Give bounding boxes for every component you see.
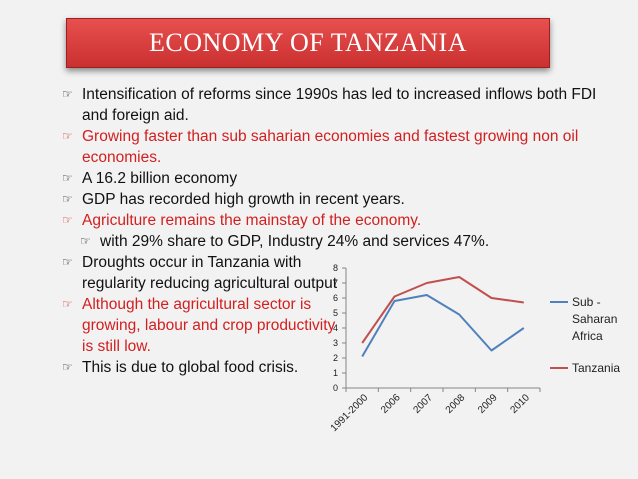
x-tick-label: 2010 (508, 392, 532, 416)
y-tick-label: 2 (333, 353, 338, 363)
pointing-hand-icon: ☞ (62, 360, 73, 374)
x-tick-label: 2007 (411, 392, 435, 416)
pointing-hand-icon: ☞ (62, 129, 73, 143)
bullet-text: Growing faster than sub saharian economi… (82, 128, 579, 166)
bullet-list: ☞ Intensification of reforms since 1990s… (62, 84, 622, 378)
legend-label-tanzania: Tanzania (572, 361, 620, 375)
bullet-item-2: ☞ Growing faster than sub saharian econo… (62, 126, 622, 168)
title-banner: ECONOMY OF TANZANIA (66, 18, 550, 68)
page-title: ECONOMY OF TANZANIA (149, 28, 467, 57)
series-line-tanzania (361, 276, 524, 344)
y-tick-label: 7 (333, 278, 338, 288)
bullet-item-1: ☞ Intensification of reforms since 1990s… (62, 84, 622, 126)
bullet-text: This is due to global food crisis. (82, 359, 299, 376)
pointing-hand-icon: ☞ (80, 234, 91, 248)
bullet-text: with 29% share to GDP, Industry 24% and … (100, 233, 490, 250)
y-tick-label: 0 (333, 383, 338, 393)
x-tick-label: 1991-2000 (329, 392, 371, 434)
y-tick-label: 3 (333, 338, 338, 348)
pointing-hand-icon: ☞ (62, 192, 73, 206)
y-tick-label: 5 (333, 308, 338, 318)
bullet-text: GDP has recorded high growth in recent y… (82, 191, 405, 208)
pointing-hand-icon: ☞ (62, 297, 73, 311)
bullet-item-7: ☞ Although the agricultural sector is gr… (62, 294, 340, 357)
y-tick-label: 1 (333, 368, 338, 378)
bullet-item-6: ☞ Droughts occur in Tanzania with regula… (62, 252, 340, 294)
bullet-item-4: ☞ GDP has recorded high growth in recent… (62, 189, 622, 210)
bullet-text: Intensification of reforms since 1990s h… (82, 86, 597, 124)
y-tick-label: 6 (333, 293, 338, 303)
pointing-hand-icon: ☞ (62, 171, 73, 185)
bullet-text: Droughts occur in Tanzania with regulari… (82, 254, 338, 292)
y-tick-label: 8 (333, 263, 338, 273)
bullet-item-3: ☞ A 16.2 billion economy (62, 168, 622, 189)
x-tick-label: 2006 (379, 392, 403, 416)
pointing-hand-icon: ☞ (62, 87, 73, 101)
pointing-hand-icon: ☞ (62, 213, 73, 227)
x-tick-label: 2009 (476, 392, 500, 416)
bullet-text: Although the agricultural sector is grow… (82, 296, 336, 355)
sub-bullet-item: ☞ with 29% share to GDP, Industry 24% an… (62, 231, 622, 252)
gdp-growth-line-chart: 0 1 2 3 4 5 6 7 8 1991-2000 2006 2007 2008 2009 2010 Su… (329, 263, 621, 434)
bullet-item-8: ☞ This is due to global food crisis. (62, 357, 340, 378)
x-tick-label: 2008 (444, 392, 468, 416)
bullet-item-5: ☞ Agriculture remains the mainstay of th… (62, 210, 622, 231)
bullet-text: Agriculture remains the mainstay of the … (82, 212, 422, 229)
series-line-sub-saharan-africa (361, 294, 525, 358)
legend-label-sub-saharan-africa: Sub -Saharan Africa (572, 295, 617, 343)
pointing-hand-icon: ☞ (62, 255, 73, 269)
bullet-text: A 16.2 billion economy (82, 170, 238, 187)
y-tick-label: 4 (333, 323, 338, 333)
